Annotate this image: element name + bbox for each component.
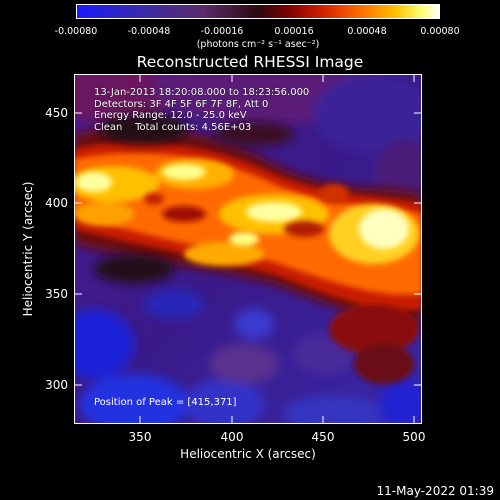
x-tick-label: 350: [128, 430, 152, 444]
plot-frame: [74, 74, 422, 424]
time-range: 13-Jan-2013 18:20:08.000 to 18:23:56.000: [94, 87, 310, 98]
plot-title: Reconstructed RHESSI Image: [136, 53, 364, 71]
peak-position: Position of Peak = [415,371]: [94, 397, 237, 408]
colorbar-units: (photons cm⁻² s⁻¹ asec⁻²): [196, 39, 320, 50]
colorbar-tick-label: -0.00016: [200, 26, 244, 37]
datestamp: 11-May-2022 01:39: [376, 484, 494, 498]
colorbar-tick-label: 0.00048: [347, 26, 387, 37]
heatmap-image: [74, 74, 422, 424]
energy-range: Energy Range: 12.0 - 25.0 keV: [94, 110, 247, 121]
observation-info: 13-Jan-2013 18:20:08.000 to 18:23:56.000…: [94, 87, 309, 133]
x-tick-label: 500: [402, 430, 426, 444]
colorbar-tick-label: -0.00080: [54, 26, 98, 37]
colorbar-tick-label: 0.00080: [420, 26, 460, 37]
y-tick-label: 350: [45, 287, 68, 301]
y-tick-label: 400: [45, 196, 68, 210]
colorbar-tick-label: 0.00016: [274, 26, 314, 37]
detectors: Detectors: 3F 4F 5F 6F 7F 8F, Att 0: [94, 98, 269, 110]
y-axis-label: Heliocentric Y (arcsec): [21, 181, 35, 317]
x-tick-label: 400: [220, 430, 244, 444]
y-tick-label: 450: [45, 106, 68, 120]
colorbar: [76, 4, 440, 19]
colorbar-tick-label: -0.00048: [127, 26, 171, 37]
x-axis-label: Heliocentric X (arcsec): [180, 447, 316, 461]
x-tick-label: 450: [311, 430, 335, 444]
algorithm-counts: Clean Total counts: 4.56E+03: [94, 121, 252, 133]
heatmap-svg: [74, 74, 422, 424]
y-tick-label: 300: [45, 378, 68, 392]
